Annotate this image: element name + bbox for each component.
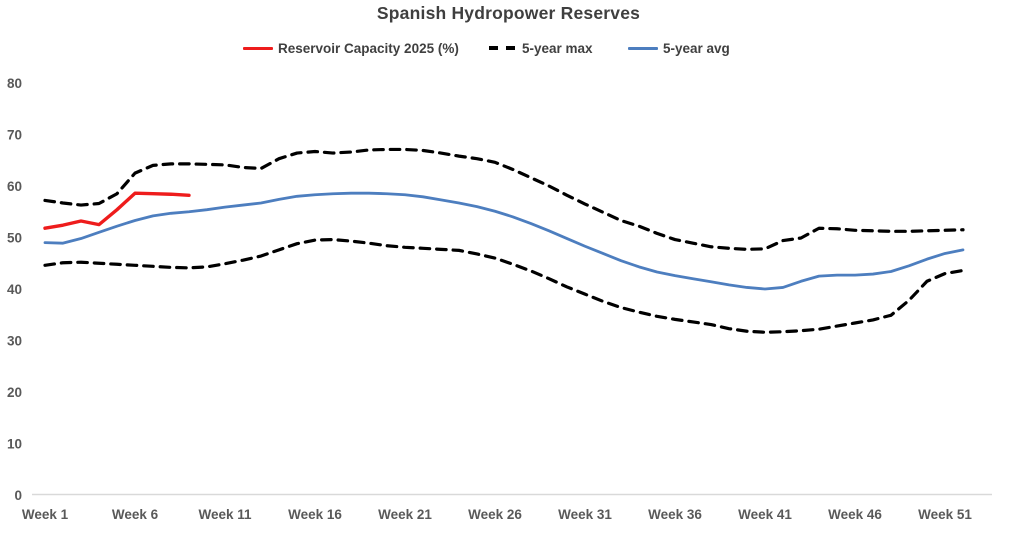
chart-title: Spanish Hydropower Reserves (376, 3, 641, 23)
y-axis-tick-label: 50 (7, 231, 22, 246)
series-line-reservoir-capacity-2025 (43, 191, 191, 230)
series-line-five-year-max (43, 147, 965, 251)
x-axis-tick-label: Week 46 (828, 507, 882, 522)
legend-item-five-year-max: 5-year max (489, 40, 593, 56)
y-axis-tick-label: 20 (7, 385, 22, 400)
x-axis-tick-label: Week 26 (468, 507, 522, 522)
x-axis-tick-label: Week 51 (918, 507, 972, 522)
x-axis-tick-label: Week 1 (22, 507, 69, 522)
x-axis-tick-label: Week 6 (112, 507, 159, 522)
y-axis-tick-label: 10 (7, 437, 22, 452)
series-line-five-year-avg (43, 191, 965, 291)
black-dashed-line-swatch-icon (489, 46, 517, 50)
x-axis-tick-label: Week 16 (288, 507, 342, 522)
y-axis-tick-label: 30 (7, 334, 22, 349)
legend-item-five-year-avg: 5-year avg (628, 40, 730, 56)
y-axis-tick-label: 80 (7, 76, 22, 91)
legend-label-five-year-avg: 5-year avg (663, 40, 730, 56)
red-line-swatch-icon (243, 46, 273, 50)
y-axis-tick-label: 70 (7, 128, 22, 143)
y-axis-tick-label: 0 (14, 488, 22, 503)
x-axis-tick-label: Week 31 (558, 507, 612, 522)
y-axis-tick-label: 60 (7, 179, 22, 194)
blue-line-swatch-icon (628, 46, 658, 50)
x-axis-tick-label: Week 11 (198, 507, 252, 522)
legend-label-reservoir-capacity-2025: Reservoir Capacity 2025 (%) (278, 40, 459, 56)
legend-label-five-year-max: 5-year max (522, 40, 593, 56)
y-axis-tick-label: 40 (7, 282, 22, 297)
x-axis-tick-label: Week 36 (648, 507, 702, 522)
legend-item-reservoir-capacity-2025: Reservoir Capacity 2025 (%) (243, 40, 459, 56)
series-line-five-year-min (43, 237, 965, 334)
x-axis-tick-label: Week 41 (738, 507, 792, 522)
x-axis-tick-label: Week 21 (378, 507, 432, 522)
